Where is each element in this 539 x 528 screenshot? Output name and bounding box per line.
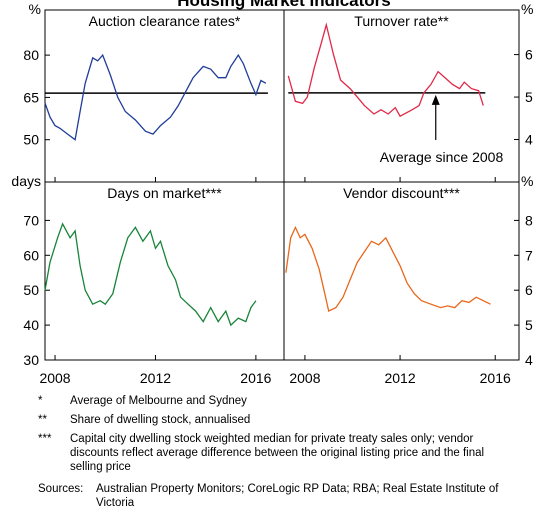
x-tick-label: 2012 (140, 370, 171, 386)
chart-title: Housing Market Indicators (177, 0, 390, 10)
x-tick-label: 2008 (39, 370, 70, 386)
note-marker: ** (38, 414, 47, 426)
y-tick-label: 8 (525, 212, 533, 228)
series-line (287, 22, 484, 118)
x-tick-label: 2012 (384, 370, 415, 386)
y-unit: % (521, 173, 533, 189)
y-tick-label: 65 (23, 89, 39, 105)
sources-text: Australian Property Monitors; CoreLogic … (96, 483, 499, 509)
y-tick-label: 70 (23, 212, 39, 228)
y-unit: % (521, 1, 533, 17)
series-line (44, 222, 257, 327)
x-tick-label: 2008 (289, 370, 320, 386)
y-tick-label: 30 (23, 352, 39, 368)
note-text: Share of dwelling stock, annualised (70, 414, 251, 426)
y-unit: % (29, 1, 41, 17)
panel-title: Auction clearance rates* (89, 13, 241, 29)
series-line (285, 225, 491, 313)
note-marker: *** (38, 433, 52, 445)
chart: Housing Market Indicators Auction cleara… (11, 0, 533, 386)
x-tick-label: 2016 (480, 370, 511, 386)
annotation: Average since 2008 (380, 149, 504, 165)
y-tick-label: 6 (525, 47, 533, 63)
y-tick-label: 7 (525, 247, 533, 263)
series-line (44, 53, 267, 141)
y-tick-label: 4 (525, 352, 533, 368)
y-tick-label: 60 (23, 247, 39, 263)
note-text: Average of Melbourne and Sydney (70, 395, 247, 407)
y-tick-label: 50 (23, 132, 39, 148)
y-tick-label: 80 (23, 47, 39, 63)
note: *** Capital city dwelling stock weighted … (38, 432, 518, 474)
note: * Average of Melbourne and Sydney (38, 394, 518, 408)
y-unit: days (11, 173, 41, 189)
y-tick-label: 5 (525, 89, 533, 105)
panel-title: Vendor discount*** (343, 185, 460, 201)
y-tick-label: 40 (23, 317, 39, 333)
y-tick-label: 5 (525, 317, 533, 333)
note-marker: * (38, 395, 43, 407)
panel-title: Days on market*** (107, 185, 222, 201)
sources-label: Sources: (38, 483, 84, 495)
annotation-arrowhead (431, 94, 440, 105)
notes: * Average of Melbourne and Sydney ** Share … (38, 394, 518, 510)
sources: Sources: Australian Property Monitors; Co… (38, 482, 518, 510)
plot-frame (44, 9, 520, 361)
x-tick-label: 2016 (240, 370, 271, 386)
y-tick-label: 50 (23, 282, 39, 298)
note: ** Share of dwelling stock, annualised (38, 413, 518, 427)
y-tick-label: 4 (525, 132, 533, 148)
note-text: Capital city dwelling stock weighted med… (70, 433, 485, 473)
panel-title: Turnover rate** (354, 13, 449, 29)
y-tick-label: 6 (525, 282, 533, 298)
